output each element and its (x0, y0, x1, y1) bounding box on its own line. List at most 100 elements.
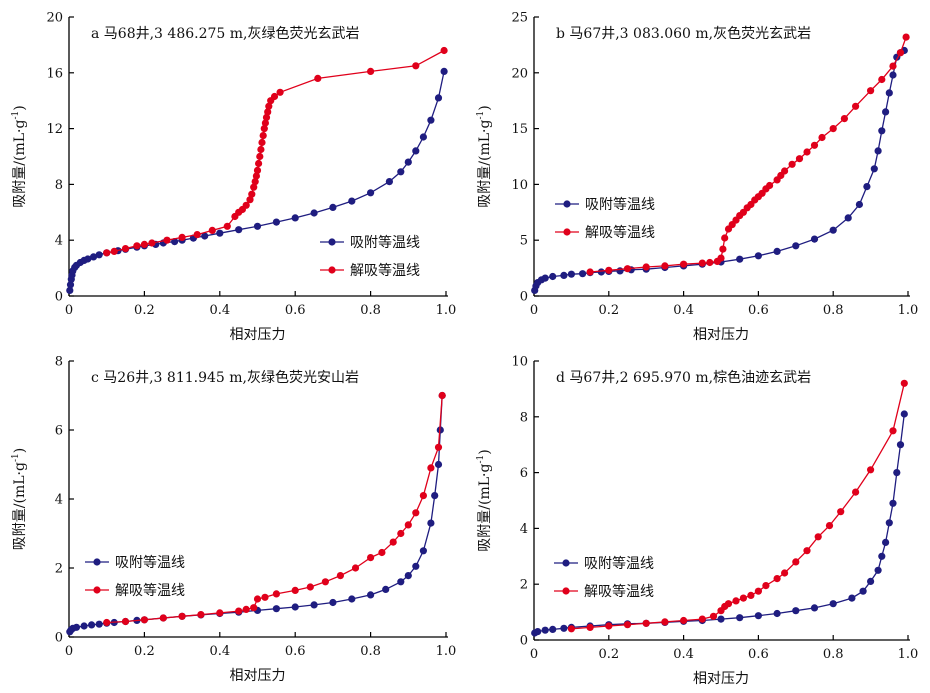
adsorption-point (829, 600, 837, 608)
adsorption-point (348, 595, 356, 603)
desorption-point (253, 166, 262, 174)
y-tick-label: 8 (55, 178, 63, 193)
adsorption-point (397, 168, 405, 176)
y-tick-label: 25 (511, 11, 528, 26)
adsorption-point (88, 621, 96, 629)
x-tick-label: 0.8 (360, 303, 381, 318)
desorption-point (140, 240, 148, 248)
adsorption-point (310, 209, 318, 217)
desorption-point (867, 466, 875, 474)
desorption-point (878, 75, 886, 84)
y-tick-label: 10 (511, 355, 528, 370)
y-tick-label: 20 (511, 66, 528, 81)
adsorption-point (773, 609, 781, 618)
adsorption-point (882, 108, 890, 116)
desorption-point (837, 508, 845, 516)
adsorption-point (541, 274, 549, 282)
desorption-point (291, 586, 299, 595)
x-tick-label: 0.8 (823, 303, 844, 318)
adsorption-point (896, 441, 905, 449)
adsorption-point (560, 624, 568, 632)
desorption-point (732, 597, 740, 605)
adsorption-point (541, 626, 549, 634)
desorption-point (272, 590, 280, 598)
desorption-point (438, 391, 446, 400)
adsorption-point (829, 226, 837, 234)
adsorption-point (874, 147, 882, 155)
desorption-point (803, 148, 811, 156)
adsorption-point (754, 252, 763, 260)
adsorption-point (397, 578, 405, 586)
desorption-point (260, 125, 268, 133)
adsorption-point (874, 566, 882, 574)
desorption-point (261, 593, 269, 601)
desorption-point (412, 62, 420, 70)
adsorption-point (412, 562, 420, 570)
x-tick-label: 1.0 (898, 647, 919, 662)
y-axis-title: 吸附量/(mL·g-1) (476, 105, 493, 207)
desorption-point (252, 172, 260, 180)
adsorption-point (889, 71, 897, 79)
desorption-point (262, 113, 271, 121)
desorption-point (378, 548, 386, 557)
adsorption-point (431, 492, 439, 500)
desorption-point (642, 263, 650, 271)
adsorption-point (272, 218, 280, 226)
adsorption-point (367, 189, 375, 197)
desorption-point (605, 622, 613, 630)
adsorption-point (810, 604, 819, 612)
desorption-series-line (106, 395, 443, 624)
desorption-point (717, 607, 725, 615)
adsorption-point (870, 165, 878, 173)
desorption-point (661, 262, 669, 270)
legend-adsorption-label: 吸附等温线 (585, 196, 655, 213)
desorption-point (706, 258, 714, 267)
desorption-point (250, 183, 258, 191)
y-tick-label: 16 (46, 66, 63, 81)
adsorption-point (216, 229, 224, 237)
adsorption-point (717, 615, 725, 623)
adsorption-point (367, 591, 375, 599)
desorption-point (255, 159, 263, 168)
desorption-point (795, 155, 804, 163)
x-tick-label: 1.0 (898, 303, 919, 318)
x-tick-label: 0.2 (134, 644, 155, 659)
desorption-point (747, 591, 755, 600)
adsorption-point (810, 235, 819, 243)
y-tick-label: 4 (55, 234, 63, 249)
y-tick-label: 2 (520, 578, 528, 593)
panel-title: a 马68井,3 486.275 m,灰绿色荧光玄武岩 (91, 25, 360, 42)
desorption-point (567, 625, 576, 633)
desorption-point (829, 125, 837, 133)
desorption-point (246, 196, 254, 204)
desorption-point (178, 612, 186, 620)
y-tick-label: 20 (46, 11, 63, 26)
adsorption-point (95, 251, 103, 259)
desorption-point (773, 575, 781, 583)
x-tick-label: 0.4 (673, 647, 694, 662)
adsorption-point (235, 226, 243, 234)
desorption-point (397, 529, 405, 538)
desorption-point (781, 569, 789, 577)
desorption-point (623, 265, 632, 273)
y-tick-label: 0 (55, 631, 63, 646)
desorption-point (680, 616, 688, 625)
panel-title: c 马26井,3 811.945 m,灰绿色荧光安山岩 (91, 369, 359, 386)
desorption-point (321, 578, 329, 586)
y-tick-label: 2 (55, 562, 63, 577)
desorption-point (264, 108, 272, 116)
adsorption-point (878, 127, 886, 135)
adsorption-point (560, 271, 568, 279)
adsorption-point (310, 601, 318, 609)
x-tick-label: 0.4 (209, 644, 230, 659)
panel-title: d 马67井,2 695.970 m,棕色油迹玄武岩 (556, 369, 811, 386)
desorption-point (586, 268, 594, 276)
adsorption-point (616, 267, 624, 275)
desorption-point (216, 609, 224, 617)
y-axis-title: 吸附量/(mL·g-1) (11, 105, 28, 207)
desorption-point (148, 239, 156, 247)
adsorption-point (736, 255, 744, 263)
desorption-point (739, 594, 748, 602)
desorption-point (159, 614, 167, 622)
x-tick-label: 0 (65, 303, 73, 318)
